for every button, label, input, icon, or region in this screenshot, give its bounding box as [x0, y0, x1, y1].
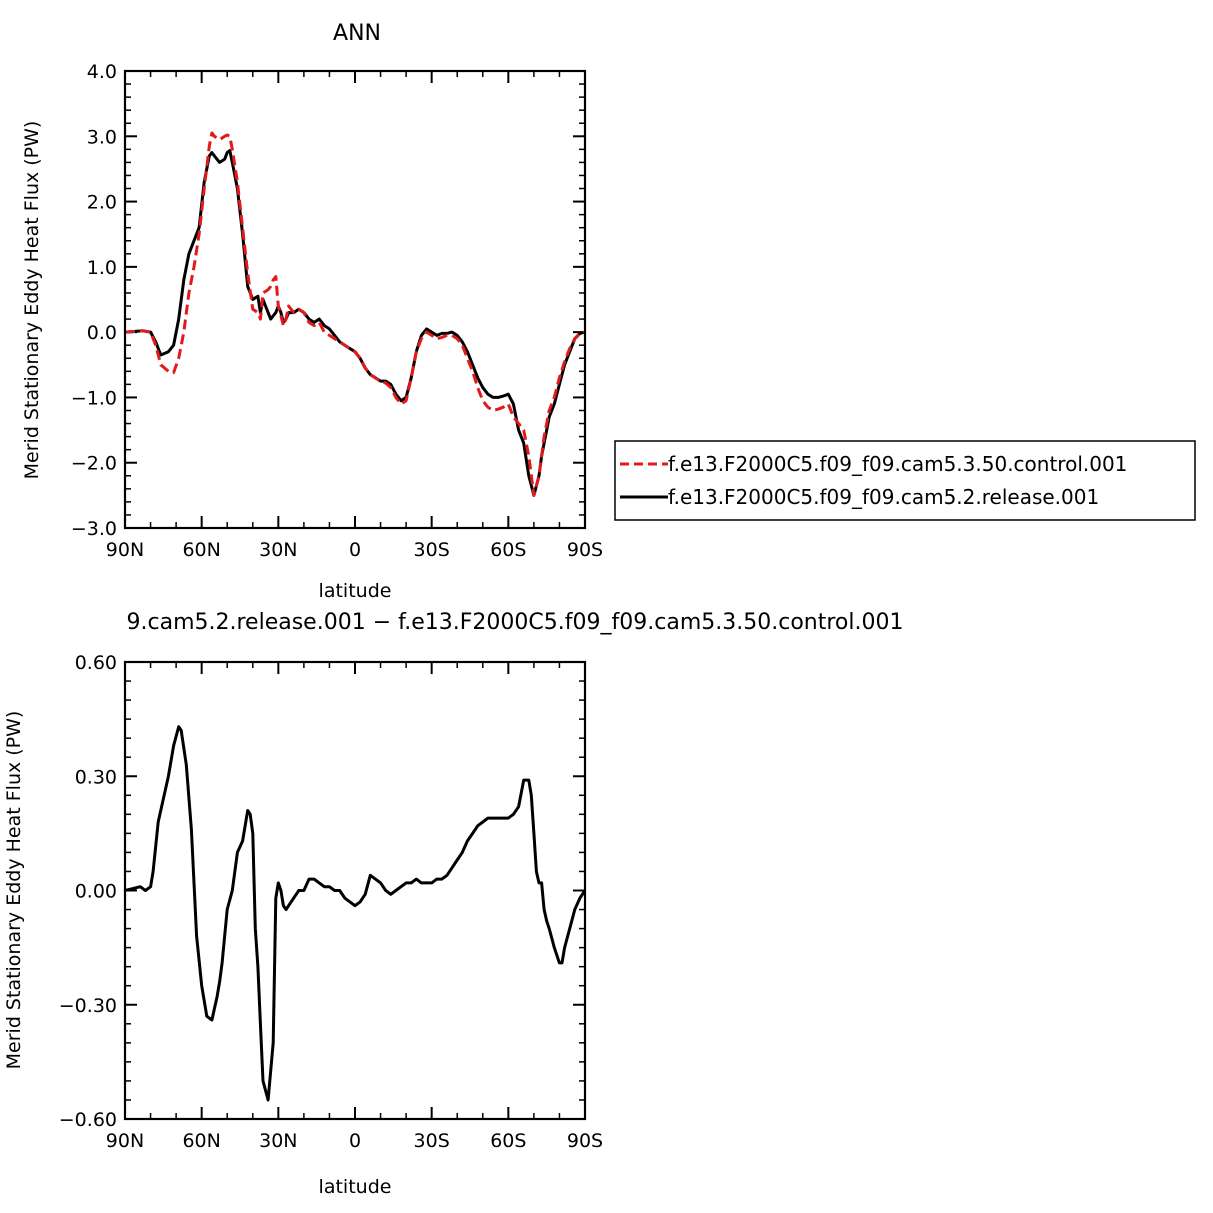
bottom-x-axis-title: latitude	[319, 1176, 392, 1198]
y-tick-label: −3.0	[71, 518, 117, 540]
legend-box	[614, 440, 1196, 521]
top-series-group	[124, 131, 586, 497]
y-tick-label: 0.30	[75, 766, 117, 788]
x-tick-label: 30S	[414, 539, 450, 561]
x-tick-label: 90S	[567, 539, 603, 561]
bottom-chart-panel: 9.cam5.2.release.001 − f.e13.F2000C5.f09…	[3, 610, 903, 1198]
series-line-release	[124, 149, 586, 497]
legend-label-control: f.e13.F2000C5.f09_f09.cam5.3.50.control.…	[668, 452, 1127, 476]
bottom-series-group	[124, 725, 587, 1102]
top-chart-title: ANN	[333, 21, 381, 46]
y-tick-label: 1.0	[87, 257, 117, 279]
y-tick-label: 0.00	[75, 881, 117, 903]
bottom-plot-frame	[123, 660, 587, 1121]
y-tick-label: 2.0	[87, 192, 117, 214]
bottom-x-tick-labels: 90N 60N 30N 0 30S 60S 90S	[106, 1130, 603, 1152]
x-tick-label: 30N	[259, 1130, 297, 1152]
top-y-tick-labels: 4.0 3.0 2.0 1.0 0.0 −1.0 −2.0 −3.0	[71, 61, 117, 540]
y-tick-label: 0.60	[75, 652, 117, 674]
x-tick-label: 90S	[567, 1130, 603, 1152]
top-y-axis-title: Merid Stationary Eddy Heat Flux (PW)	[21, 121, 43, 480]
bottom-y-tick-labels: 0.60 0.30 0.00 −0.30 −0.60	[59, 652, 117, 1131]
bottom-chart-title: 9.cam5.2.release.001 − f.e13.F2000C5.f09…	[127, 610, 904, 635]
x-tick-label: 60N	[182, 1130, 220, 1152]
x-tick-label: 0	[349, 539, 361, 561]
x-tick-label: 90N	[106, 1130, 144, 1152]
x-tick-label: 60N	[182, 539, 220, 561]
y-tick-label: 0.0	[87, 322, 117, 344]
legend-label-release: f.e13.F2000C5.f09_f09.cam5.2.release.001	[668, 485, 1099, 509]
y-tick-label: −2.0	[71, 453, 117, 475]
legend: f.e13.F2000C5.f09_f09.cam5.3.50.control.…	[614, 440, 1196, 521]
y-tick-label: 4.0	[87, 61, 117, 83]
x-tick-label: 60S	[490, 1130, 526, 1152]
x-tick-label: 0	[349, 1130, 361, 1152]
bottom-y-axis-title: Merid Stationary Eddy Heat Flux (PW)	[3, 711, 25, 1070]
top-plot-frame	[123, 69, 587, 530]
top-chart-panel: ANN 4.0 3.0 2.0 1.0 0.0 −1.0 −2.0 −3.0 90N 60N 30…	[21, 21, 1196, 602]
y-tick-label: 3.0	[87, 126, 117, 148]
top-x-tick-labels: 90N 60N 30N 0 30S 60S 90S	[106, 539, 603, 561]
x-tick-label: 30S	[414, 1130, 450, 1152]
y-tick-label: −0.60	[59, 1109, 117, 1131]
x-tick-label: 60S	[490, 539, 526, 561]
y-tick-label: −0.30	[59, 995, 117, 1017]
y-tick-label: −1.0	[71, 387, 117, 409]
series-line-release-difference	[124, 725, 587, 1102]
top-x-axis-title: latitude	[319, 580, 392, 602]
x-tick-label: 90N	[106, 539, 144, 561]
x-tick-label: 30N	[259, 539, 297, 561]
